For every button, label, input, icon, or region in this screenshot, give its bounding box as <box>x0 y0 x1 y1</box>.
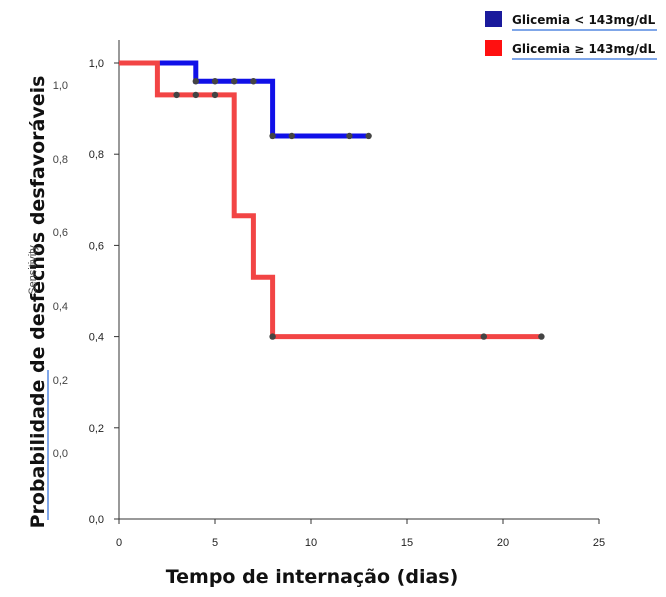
axes: 0 5 10 15 20 25 0,0 0,2 0,4 0,6 0,8 1,0 <box>89 40 605 549</box>
censor-point-0-6 <box>346 132 353 140</box>
y-tick-label-4: 0,8 <box>89 149 104 161</box>
ghost-y-tick-label-5: 0,0 <box>53 448 68 460</box>
censor-point-1-3 <box>269 333 276 340</box>
x-tick-label-4: 20 <box>497 537 509 549</box>
x-tick-label-0: 0 <box>116 537 122 549</box>
ghost-y-tick-label-4: 0,2 <box>53 375 68 387</box>
y-tick-label-5: 1,0 <box>89 58 104 70</box>
x-tick-label-2: 10 <box>305 537 317 549</box>
ghost-y-tick-label-2: 0,6 <box>53 227 68 239</box>
censor-point-0-2 <box>231 78 238 85</box>
y-axis-ghost-label: Sensitivity <box>27 245 39 295</box>
ghost-y-tick-label-3: 0,4 <box>53 301 68 313</box>
legend: Glicemia < 143mg/dL Glicemia ≥ 143mg/dL <box>485 11 657 60</box>
censor-point-0-3 <box>250 78 257 85</box>
censor-markers <box>173 78 545 340</box>
censor-point-0-0 <box>192 78 199 85</box>
y-tick-label-0: 0,0 <box>89 514 104 526</box>
ghost-y-tick-label-1: 0,8 <box>53 154 68 166</box>
legend-swatch-low <box>485 11 502 27</box>
y-tick-label-1: 0,2 <box>89 423 104 435</box>
survival-curves <box>119 60 542 340</box>
censor-point-0-7 <box>365 132 372 140</box>
censor-point-1-2 <box>211 91 219 99</box>
censor-point-1-4 <box>480 333 487 340</box>
censor-point-1-1 <box>192 91 199 99</box>
censor-point-1-0 <box>173 91 180 99</box>
censor-point-0-1 <box>211 78 219 85</box>
y-tick-label-3: 0,6 <box>89 240 104 252</box>
x-tick-label-1: 5 <box>212 537 218 549</box>
x-tick-label-3: 15 <box>401 537 413 549</box>
legend-swatch-high <box>485 40 502 56</box>
y-tick-label-2: 0,4 <box>89 332 104 344</box>
legend-label-low: Glicemia < 143mg/dL <box>512 13 656 27</box>
ghost-tick-labels: 1,0 0,8 0,6 0,4 0,2 0,0 <box>53 80 68 460</box>
x-axis-title: Tempo de internação (dias) <box>166 566 459 588</box>
y-axis-title: Probabilidade de desfechos desfavoráveis <box>27 76 49 529</box>
censor-point-0-5 <box>288 132 295 140</box>
censor-point-1-5 <box>538 333 545 340</box>
ghost-y-tick-label-0: 1,0 <box>53 80 68 92</box>
x-tick-label-5: 25 <box>593 537 605 549</box>
legend-label-high: Glicemia ≥ 143mg/dL <box>512 42 656 56</box>
censor-point-0-4 <box>269 132 276 140</box>
series-line-1 <box>119 60 542 340</box>
